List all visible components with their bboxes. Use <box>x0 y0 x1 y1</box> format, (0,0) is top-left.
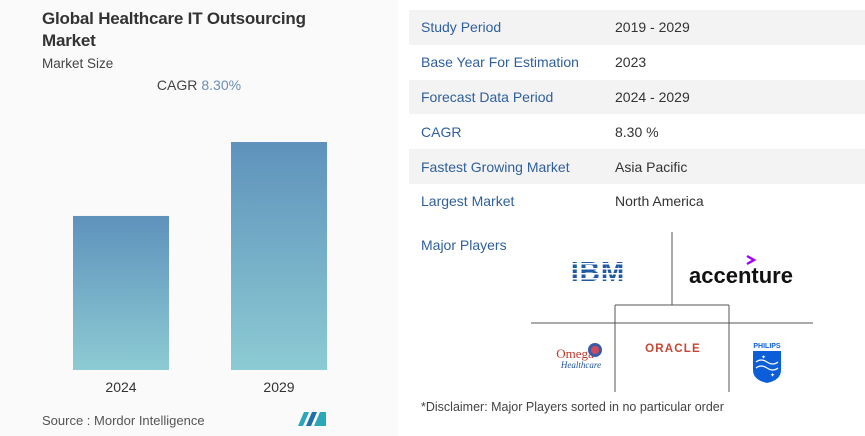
summary-row-value: North America <box>615 193 704 210</box>
mordor-logo-icon <box>298 412 326 426</box>
svg-text:✦: ✦ <box>761 354 766 361</box>
ibm-stripes-icon <box>561 263 635 280</box>
market-size-subtitle: Market Size <box>42 56 114 71</box>
oracle-logo: ORACLE <box>645 343 701 355</box>
summary-row-value: 2019 - 2029 <box>615 19 690 36</box>
page-title: Global Healthcare IT Outsourcing Market <box>42 9 306 50</box>
bar-2024 <box>73 215 169 370</box>
svg-text:✦: ✦ <box>770 372 775 379</box>
summary-row-key: Largest Market <box>421 193 515 210</box>
omega-subtitle: Healthcare <box>560 360 601 370</box>
major-players-label: Major Players <box>421 237 507 253</box>
bar-chart: 2024 2029 <box>73 142 327 395</box>
cagr-value: 8.30% <box>201 77 242 93</box>
omega-logo: Omega <box>556 346 594 361</box>
summary-table: Study Period 2019 - 2029 Base Year For Est… <box>409 10 865 219</box>
players-grid: IBM accenture Omega Healthcare ORACLE PH… <box>531 232 813 392</box>
summary-row-key: Base Year For Estimation <box>421 54 579 71</box>
summary-row: Base Year For Estimation 2023 <box>409 45 865 80</box>
summary-row: Largest Market North America <box>409 184 865 219</box>
disclaimer-note: *Disclaimer: Major Players sorted in no … <box>421 400 724 414</box>
ibm-logo: IBM <box>571 256 625 287</box>
market-summary-panel: Study Period 2019 - 2029 Base Year For Est… <box>409 0 865 436</box>
summary-row: CAGR 8.30 % <box>409 114 865 149</box>
summary-row-value: Asia Pacific <box>615 158 688 175</box>
summary-row: Study Period 2019 - 2029 <box>409 10 865 45</box>
bar-2029 <box>231 142 327 370</box>
summary-row: Forecast Data Period 2024 - 2029 <box>409 79 865 115</box>
x-tick-label: 2029 <box>263 379 294 395</box>
summary-row-value: 2024 - 2029 <box>615 88 690 105</box>
summary-row-value: 2023 <box>615 54 647 71</box>
summary-row-key: CAGR <box>421 123 462 140</box>
accenture-logo: accenture <box>689 263 793 288</box>
cagr-label: CAGR <box>156 77 198 93</box>
philips-logo: PHILIPS <box>753 343 781 350</box>
market-size-card: Global Healthcare IT Outsourcing Market … <box>0 0 398 436</box>
x-tick-label: 2024 <box>105 379 136 395</box>
summary-row-key: Forecast Data Period <box>421 88 554 105</box>
summary-row-value: 8.30 % <box>615 123 659 140</box>
philips-shield-icon: PHILIPS ✦ ✦ <box>753 343 781 383</box>
summary-row-key: Fastest Growing Market <box>421 158 570 175</box>
summary-row-key: Study Period <box>421 19 502 36</box>
summary-row: Fastest Growing Market Asia Pacific <box>409 149 865 184</box>
source-note: Source : Mordor Intelligence <box>42 413 205 428</box>
cagr-caption: CAGR 8.30% <box>0 77 398 93</box>
accenture-chevron-icon <box>746 254 757 266</box>
